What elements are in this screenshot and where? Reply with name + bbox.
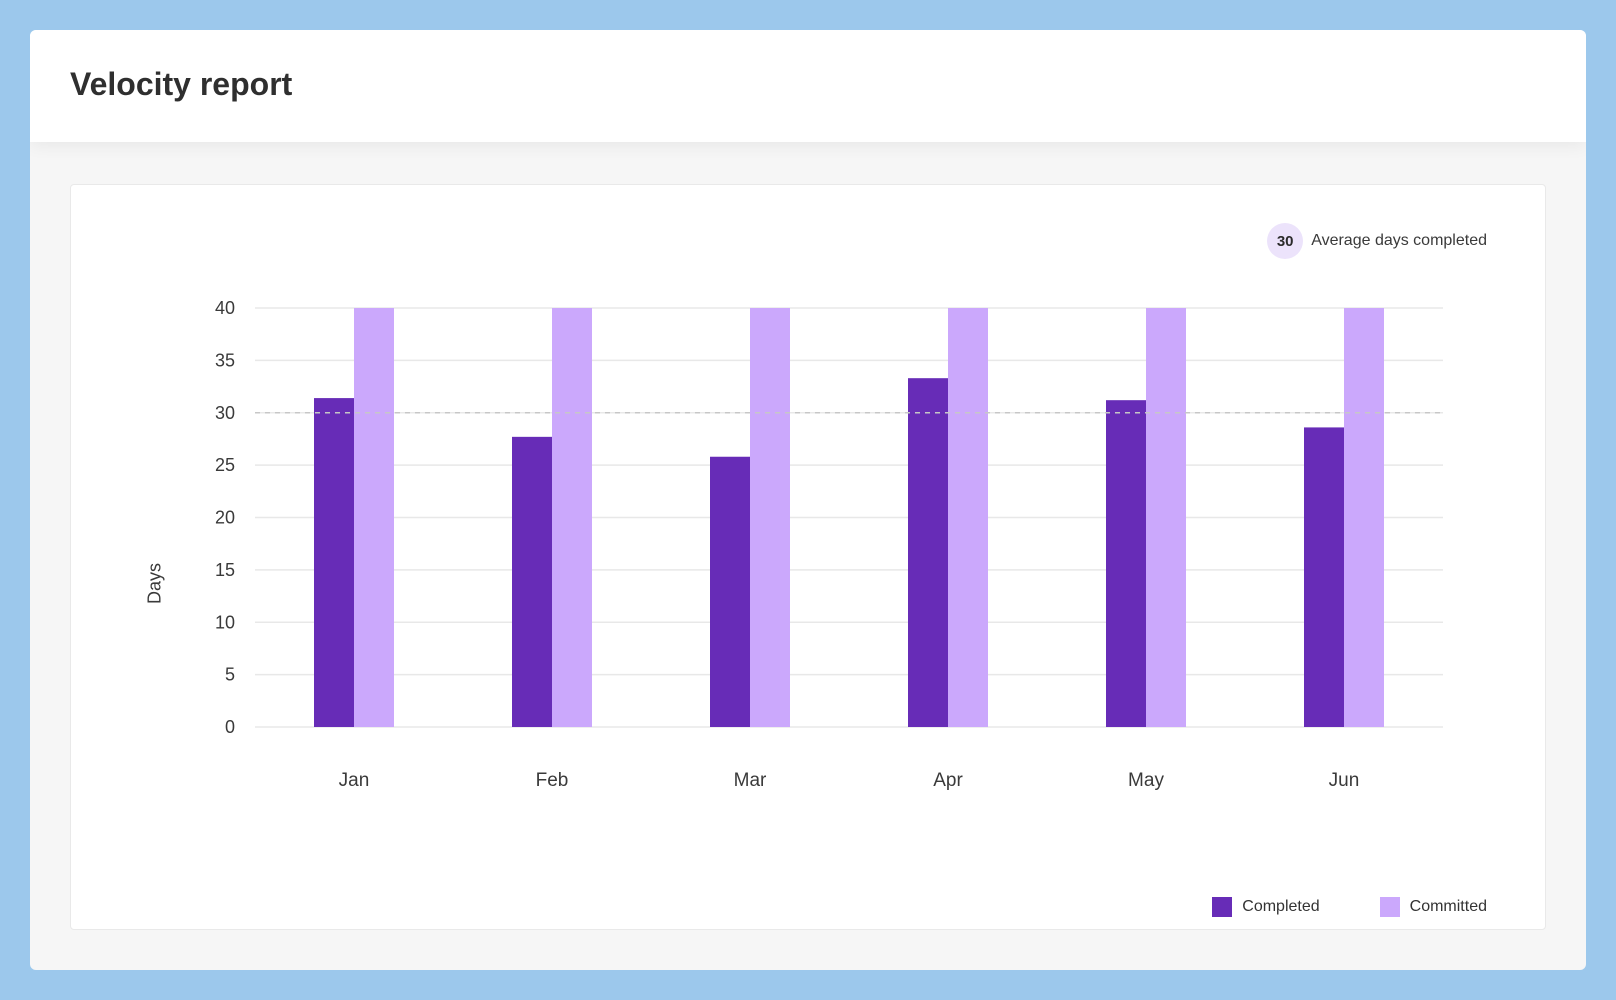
bar-completed-may xyxy=(1106,400,1146,727)
bar-committed-jun xyxy=(1344,308,1384,727)
header: Velocity report xyxy=(30,30,1586,142)
y-tick-label: 25 xyxy=(215,455,235,475)
legend-label-committed: Committed xyxy=(1409,898,1487,915)
y-tick-label: 5 xyxy=(225,665,235,685)
x-tick-label: Jun xyxy=(1329,770,1360,791)
legend-item-completed: Completed xyxy=(1212,897,1320,917)
y-tick-label: 35 xyxy=(215,350,235,370)
x-tick-label: May xyxy=(1128,770,1164,791)
average-label: Average days completed xyxy=(1311,232,1487,249)
legend-item-committed: Committed xyxy=(1379,897,1487,917)
bar-completed-feb xyxy=(512,436,552,727)
report-window: Velocity report 30 Average days complete… xyxy=(30,30,1586,970)
bar-committed-mar xyxy=(750,308,790,727)
legend-swatch-committed xyxy=(1379,897,1400,917)
bar-completed-jan xyxy=(314,398,354,727)
bar-completed-mar xyxy=(710,456,750,727)
x-tick-label: Feb xyxy=(536,770,569,791)
y-tick-label: 15 xyxy=(215,560,235,580)
bar-committed-feb xyxy=(552,308,592,727)
y-tick-label: 20 xyxy=(215,508,235,528)
bar-committed-may xyxy=(1146,308,1186,727)
average-value: 30 xyxy=(1267,223,1304,259)
average-badge: 30 Average days completed xyxy=(1267,223,1487,259)
x-tick-label: Jan xyxy=(339,770,370,791)
y-tick-label: 40 xyxy=(215,298,235,318)
y-tick-label: 30 xyxy=(215,403,235,423)
bar-completed-apr xyxy=(908,378,948,727)
y-tick-label: 0 xyxy=(225,717,235,737)
bar-committed-apr xyxy=(948,308,988,727)
legend-swatch-completed xyxy=(1212,897,1233,917)
page-title: Velocity report xyxy=(70,66,293,102)
velocity-chart: 0 5 10 15 20 25 30 35 40 Jan Feb Mar Apr May Jun xyxy=(215,298,1443,791)
legend: Completed Committed xyxy=(1212,897,1487,917)
x-tick-label: Apr xyxy=(933,770,963,791)
chart-card: 30 Average days completed Days 0 5 10 15 20 2… xyxy=(70,184,1546,930)
legend-label-completed: Completed xyxy=(1242,898,1320,915)
bar-completed-jun xyxy=(1304,427,1344,727)
y-tick-label: 10 xyxy=(215,612,235,632)
x-tick-label: Mar xyxy=(734,770,767,791)
bar-committed-jan xyxy=(354,308,394,727)
